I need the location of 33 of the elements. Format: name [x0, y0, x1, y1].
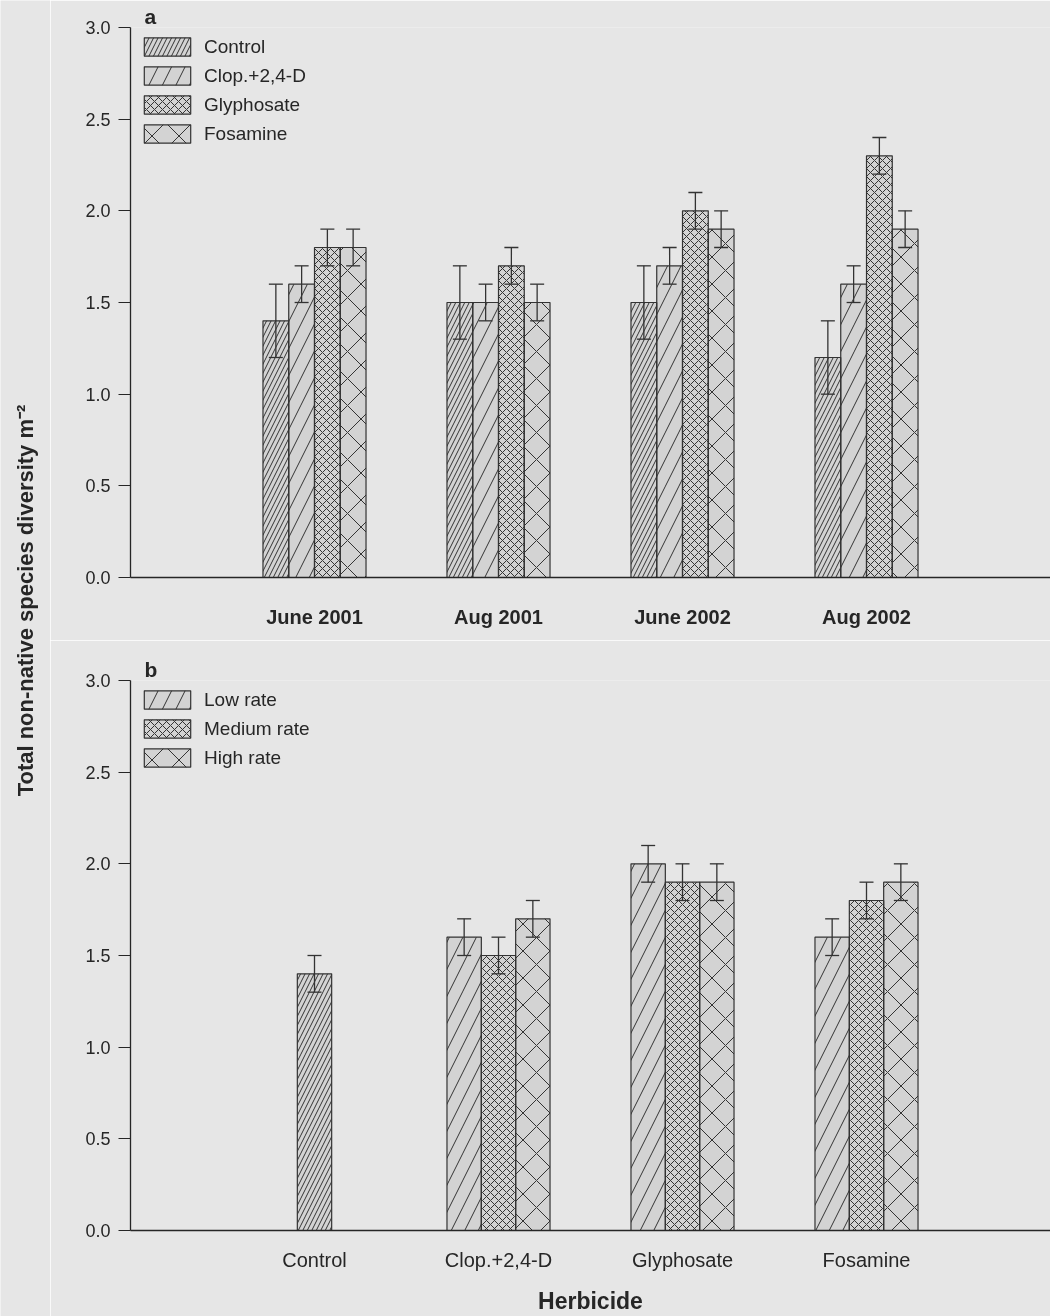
y-tick-label: 2.0 — [85, 201, 111, 222]
y-tick-label: 3.0 — [85, 671, 111, 691]
legend-label: Control — [204, 35, 266, 58]
legend-label: Low rate — [204, 688, 277, 711]
x-tick-label: Control — [282, 1248, 347, 1271]
y-tick-label: 0.0 — [85, 568, 111, 588]
y-tick-label: 1.5 — [85, 946, 111, 966]
x-tick-label: Clop.+2,4-D — [444, 1248, 553, 1271]
x-tick-label: June 2001 — [266, 605, 363, 628]
legend-label: Fosamine — [204, 122, 288, 145]
legend-label: High rate — [204, 746, 282, 769]
x-axis-title: Herbicide — [538, 1287, 643, 1314]
y-tick-label: 0.5 — [85, 1129, 111, 1150]
x-tick-label: Aug 2002 — [822, 605, 911, 628]
y-axis-title: Total non-native species diversity m⁻² — [13, 404, 38, 797]
y-tick-label: 1.5 — [85, 293, 111, 313]
y-tick-label: 3.0 — [85, 18, 111, 38]
y-tick-label: 2.5 — [85, 762, 111, 783]
x-tick-label: Fosamine — [822, 1248, 911, 1271]
legend-label: Medium rate — [204, 717, 310, 740]
legend-label: Glyphosate — [204, 93, 301, 116]
x-tick-label: June 2002 — [634, 605, 731, 628]
x-tick-label: Glyphosate — [631, 1248, 734, 1271]
y-tick-label: 1.0 — [85, 1037, 111, 1058]
y-tick-label: 0.5 — [85, 476, 111, 497]
chart-title: a — [144, 4, 157, 28]
y-tick-label: 0.0 — [85, 1221, 111, 1241]
y-tick-label: 1.0 — [85, 384, 111, 405]
x-tick-label: Aug 2001 — [454, 605, 543, 628]
legend-label: Clop.+2,4-D — [204, 64, 306, 87]
y-tick-label: 2.5 — [85, 109, 111, 130]
y-tick-label: 2.0 — [85, 854, 111, 875]
chart-title: b — [144, 657, 158, 681]
